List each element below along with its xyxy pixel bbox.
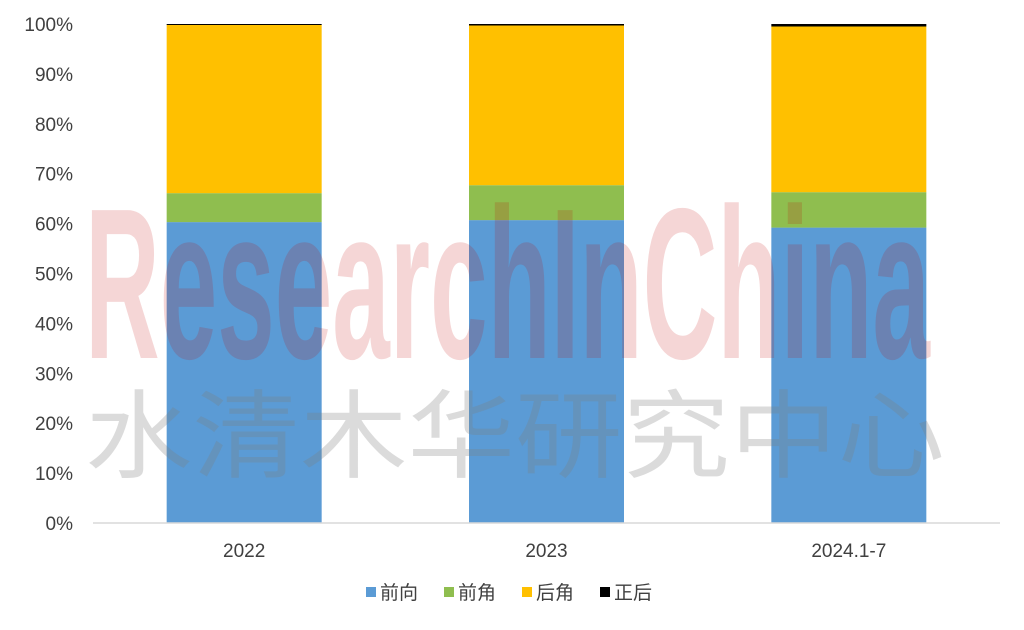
x-tick-label: 2023: [525, 541, 567, 562]
bar-segment: [469, 220, 624, 523]
y-tick-label: 50%: [35, 265, 73, 286]
legend-label: 后角: [536, 582, 574, 604]
y-tick-label: 0%: [46, 514, 74, 535]
bar-segment: [469, 25, 624, 186]
legend-label: 前向: [380, 582, 418, 604]
bar-segment: [771, 24, 927, 27]
bar-segment: [166, 24, 322, 194]
x-tick-label: 2022: [223, 541, 265, 562]
bar-segment: [771, 26, 927, 193]
y-tick-label: 20%: [35, 414, 73, 435]
bar-segment: [166, 24, 322, 25]
bar-segment: [469, 24, 624, 26]
bar-segment: [166, 193, 322, 223]
legend-swatch: [366, 587, 376, 597]
bar-segment: [771, 227, 927, 524]
y-axis: 0% 10% 20% 30% 40% 50% 60% 70% 80% 90% 100%: [24, 15, 73, 535]
legend: 前向 前角 后角 正后: [366, 582, 652, 604]
y-tick-label: 90%: [35, 65, 73, 86]
x-axis: 2022 2023 2024.1-7: [223, 541, 886, 562]
y-tick-label: 80%: [35, 115, 73, 136]
y-tick-label: 70%: [35, 165, 73, 186]
legend-swatch: [444, 587, 454, 597]
bar-segment: [166, 222, 322, 523]
legend-label: 前角: [458, 582, 496, 604]
y-tick-label: 100%: [24, 15, 73, 36]
y-tick-label: 10%: [35, 464, 73, 485]
y-tick-label: 30%: [35, 364, 73, 385]
legend-label: 正后: [614, 582, 652, 604]
legend-swatch: [600, 587, 610, 597]
y-tick-label: 40%: [35, 314, 73, 335]
bar-segment: [469, 185, 624, 221]
x-tick-label: 2024.1-7: [811, 541, 886, 562]
bar-segment: [771, 192, 927, 228]
y-tick-label: 60%: [35, 215, 73, 236]
legend-swatch: [522, 587, 532, 597]
bars: [166, 24, 927, 524]
